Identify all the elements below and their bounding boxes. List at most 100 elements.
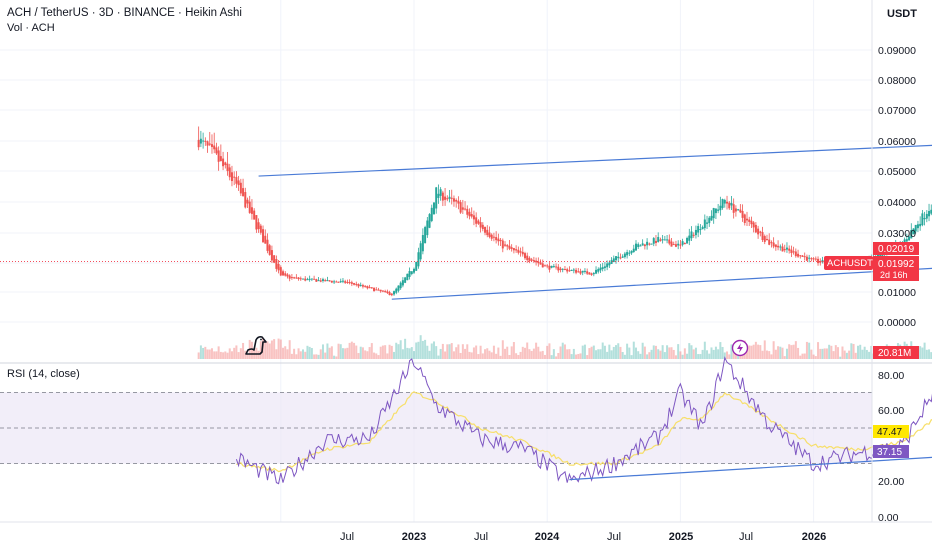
price-tick-label: 0.09000: [878, 45, 916, 57]
candle: [468, 211, 471, 217]
volume-bar: [228, 348, 231, 359]
rsi-axis[interactable]: 80.00 60.00 20.00 0.00: [878, 370, 904, 524]
volume-bar: [597, 349, 600, 359]
volume-bar: [575, 354, 578, 359]
candle: [808, 257, 811, 259]
volume-bar: [357, 353, 360, 359]
symbol-badge[interactable]: ACHUSDT: [824, 256, 873, 270]
lightning-icon[interactable]: [731, 339, 749, 357]
volume-bar: [499, 355, 502, 359]
candle: [674, 244, 677, 247]
volume-bar: [568, 349, 571, 359]
candle: [508, 245, 511, 249]
volume-bar: [230, 351, 233, 359]
candle: [639, 245, 642, 247]
tradingview-logo-icon[interactable]: [245, 336, 267, 355]
volume-bar: [714, 346, 717, 359]
candle: [277, 263, 280, 271]
volume-bar: [308, 346, 311, 359]
candle: [257, 222, 260, 230]
volume-bar: [586, 355, 589, 359]
rsi-trendline[interactable]: [569, 433, 932, 481]
candle: [244, 192, 247, 208]
candle: [452, 198, 455, 202]
candle: [381, 290, 384, 292]
candle: [677, 243, 680, 246]
candle: [293, 277, 296, 279]
price-channel[interactable]: [258, 137, 932, 300]
volume-bar: [379, 346, 382, 359]
candle: [779, 246, 782, 248]
candle: [308, 278, 311, 280]
candle: [208, 143, 211, 145]
channel-line[interactable]: [391, 254, 932, 300]
volume-bar: [708, 353, 711, 359]
candle: [708, 217, 711, 224]
candle: [302, 278, 304, 280]
candle: [375, 289, 378, 291]
volume-bar: [921, 347, 924, 359]
channel-line[interactable]: [258, 137, 932, 177]
volume-bar: [419, 335, 422, 359]
volume-bar: [592, 345, 595, 359]
volume-bar: [588, 348, 591, 359]
candle: [499, 239, 502, 242]
candle: [432, 202, 435, 215]
countdown-text: 2d 16h: [880, 270, 908, 280]
candle: [641, 243, 644, 246]
price-axis[interactable]: 0.09000 0.08000 0.07000 0.06000 0.05000 0.040…: [878, 45, 916, 329]
volume-bar: [697, 354, 700, 359]
candle: [692, 234, 695, 236]
candle: [355, 283, 358, 285]
volume-bar: [839, 356, 842, 359]
candle: [550, 265, 553, 268]
candle: [457, 200, 460, 204]
volume-bar: [470, 352, 473, 359]
volume-bar: [406, 347, 409, 359]
candle: [504, 244, 507, 246]
candle: [266, 239, 269, 251]
volume-bar: [501, 340, 504, 359]
volume-bar: [361, 347, 364, 359]
candle: [317, 280, 320, 282]
currency-label[interactable]: USDT: [887, 8, 917, 20]
chart-title[interactable]: ACH / TetherUS · 3D · BINANCE · Heikin A…: [7, 7, 242, 19]
upper-price-badge: 0.02019: [873, 242, 919, 255]
candle: [752, 222, 755, 228]
candle: [310, 278, 313, 280]
volume-bar: [552, 349, 555, 359]
time-axis[interactable]: Jul 2023 Jul 2024 Jul 2025 Jul 2026: [340, 531, 826, 543]
candle: [577, 271, 580, 273]
volume-bar: [637, 351, 640, 359]
candle: [333, 281, 336, 283]
volume-bar: [774, 349, 777, 359]
volume-bar: [333, 355, 336, 359]
volume-bar: [772, 341, 775, 359]
volume-bar: [377, 355, 380, 359]
time-tick-label: Jul: [340, 531, 354, 543]
volume-bar: [770, 354, 773, 359]
volume-bar: [481, 353, 484, 359]
volume-bar: [226, 352, 229, 359]
candle: [315, 279, 318, 282]
candle: [654, 240, 657, 243]
candle: [426, 220, 429, 236]
candle: [539, 262, 542, 265]
candle: [781, 246, 784, 252]
volume-bar: [626, 343, 629, 359]
rsi-legend[interactable]: RSI (14, close): [7, 368, 80, 380]
volume-legend[interactable]: Vol · ACH: [7, 22, 55, 34]
candle: [492, 236, 495, 238]
volume-bar: [726, 351, 729, 359]
candle: [370, 287, 373, 289]
candle: [501, 240, 504, 249]
candle: [299, 278, 302, 280]
candle: [250, 207, 253, 214]
volume-bar: [328, 347, 331, 359]
volume-bar: [619, 346, 622, 359]
volume-bar: [506, 346, 509, 359]
volume-bar: [794, 341, 797, 359]
candle: [357, 284, 360, 287]
candle: [606, 263, 609, 268]
